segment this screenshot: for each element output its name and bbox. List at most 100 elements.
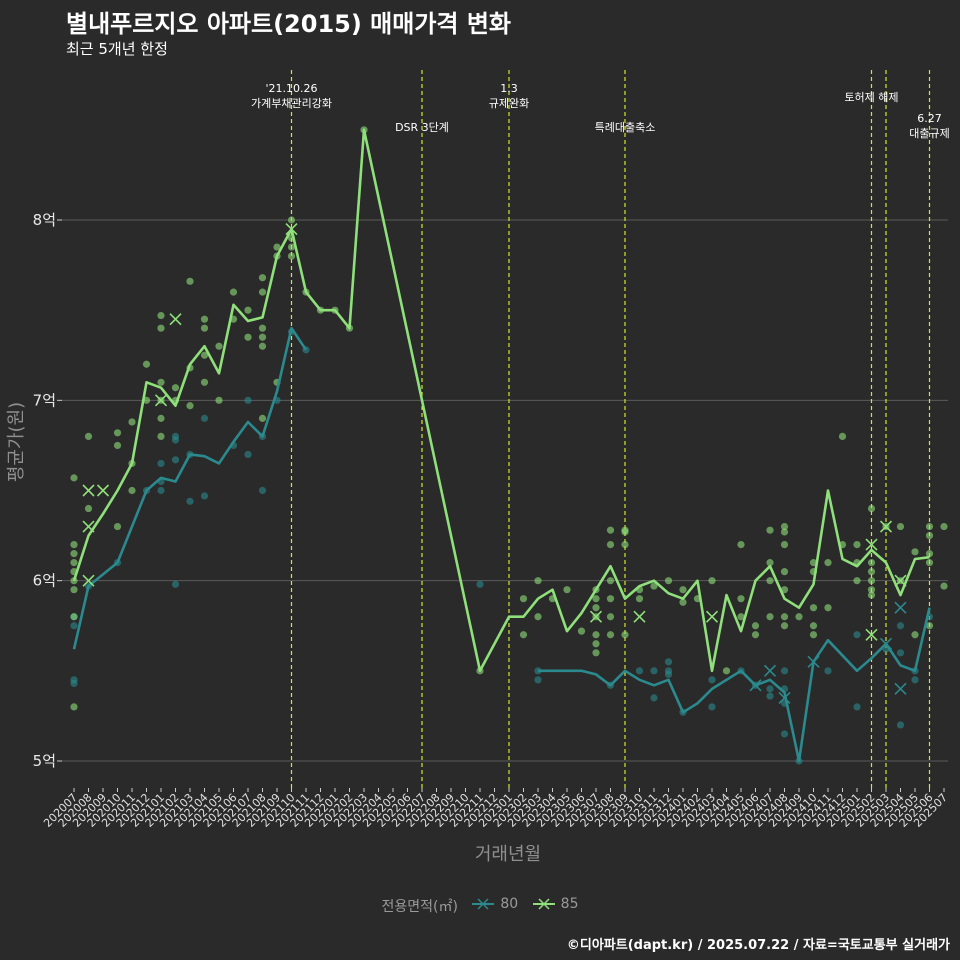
series-80-x-stroke bbox=[807, 655, 820, 668]
policy-label: 대출규제 bbox=[909, 127, 949, 140]
series-85-x-stroke bbox=[865, 538, 878, 551]
series-85-line bbox=[72, 128, 930, 673]
series-80-point bbox=[780, 667, 789, 675]
series-80-x-mark bbox=[879, 637, 893, 650]
series-85-point bbox=[838, 432, 847, 440]
series-85-point bbox=[258, 414, 267, 422]
series-85-point bbox=[896, 522, 905, 531]
average-lines bbox=[72, 128, 931, 763]
series-85-x-mark bbox=[879, 520, 893, 533]
series-85-x-mark bbox=[96, 484, 110, 497]
series-80-point bbox=[853, 631, 861, 639]
series-80-point bbox=[650, 667, 658, 675]
series-85-x-stroke bbox=[285, 222, 298, 236]
series-85-point bbox=[157, 378, 165, 386]
series-85-point bbox=[606, 613, 615, 621]
series-85-point bbox=[679, 598, 687, 606]
series-85-point bbox=[925, 531, 934, 540]
series-85-point bbox=[258, 274, 267, 282]
series-85-point bbox=[911, 631, 919, 639]
x-axis-title: 거래년월 bbox=[475, 844, 541, 865]
series-85-point bbox=[70, 703, 78, 711]
gridlines bbox=[62, 219, 948, 762]
series-85-x-stroke bbox=[169, 313, 182, 326]
series-85-point bbox=[606, 526, 615, 534]
series-85-point bbox=[925, 550, 934, 558]
y-tick-label: 7억 bbox=[33, 391, 56, 409]
series-85-point bbox=[113, 522, 122, 531]
policy-label: DSR 3단계 bbox=[395, 121, 449, 134]
series-85-point bbox=[519, 631, 528, 639]
series-85-point bbox=[853, 577, 861, 585]
series-85-x-mark bbox=[865, 538, 878, 551]
series-80-x-mark bbox=[763, 664, 777, 677]
series-85-point bbox=[867, 586, 876, 594]
series-80-point bbox=[534, 676, 542, 684]
series-80-point bbox=[780, 730, 789, 738]
transaction-points bbox=[70, 126, 948, 765]
y-axis-title: 평균가(원) bbox=[6, 402, 27, 482]
series-80-point bbox=[664, 658, 673, 666]
series-85-point bbox=[577, 627, 586, 635]
series-85-x-mark bbox=[82, 574, 95, 587]
series-85-point bbox=[229, 288, 238, 296]
series-85-point bbox=[70, 559, 78, 567]
series-85-point bbox=[867, 591, 876, 599]
series-85-point bbox=[563, 586, 571, 594]
chart-title: 별내푸르지오 아파트(2015) 매매가격 변화 bbox=[66, 10, 511, 38]
y-tick-label: 5억 bbox=[33, 752, 56, 770]
series-85-point bbox=[867, 568, 876, 576]
series-80-x-mark bbox=[894, 601, 907, 614]
series-85-point bbox=[273, 243, 281, 251]
series-85-point bbox=[215, 396, 223, 404]
y-axis: 5억 6억 7억 8억 bbox=[33, 211, 62, 770]
series-85-point bbox=[853, 541, 861, 549]
series-85-point bbox=[925, 559, 934, 567]
series-85-point bbox=[186, 277, 194, 285]
series-85-point bbox=[766, 559, 774, 567]
series-85-x-stroke bbox=[705, 610, 719, 623]
series-85-point bbox=[142, 360, 151, 368]
series-85-point bbox=[258, 288, 267, 296]
legend-item-85: 85 bbox=[532, 896, 579, 912]
series-85-x-mark bbox=[633, 610, 646, 623]
legend-item-80: 80 bbox=[472, 896, 518, 912]
series-80-point bbox=[476, 580, 484, 588]
series-85-point bbox=[113, 429, 122, 437]
series-85-x-stroke bbox=[82, 484, 95, 497]
policy-lines bbox=[290, 70, 931, 788]
series-85-point bbox=[940, 582, 948, 590]
series-85-x-mark bbox=[154, 394, 168, 407]
series-80-point bbox=[708, 703, 716, 711]
series-85-point bbox=[737, 541, 745, 549]
series-85-point bbox=[128, 418, 136, 426]
series-85-point bbox=[780, 622, 789, 630]
series-80-x-stroke bbox=[894, 601, 907, 614]
series-85-point bbox=[780, 613, 789, 621]
series-85-x-stroke bbox=[589, 610, 603, 623]
series-85-x-stroke bbox=[96, 484, 110, 497]
series-80-point bbox=[200, 492, 209, 500]
legend-label-85: 85 bbox=[560, 896, 579, 912]
chart-subtitle: 최근 5개년 한정 bbox=[66, 40, 168, 58]
series-85-point bbox=[244, 333, 252, 341]
series-85-point bbox=[606, 541, 615, 549]
series-85-point bbox=[867, 559, 876, 567]
series-80-point bbox=[186, 497, 194, 505]
series-85-point bbox=[911, 548, 919, 556]
series-85-point bbox=[157, 311, 165, 320]
series-80-point bbox=[896, 622, 905, 630]
series-85-point bbox=[287, 252, 296, 260]
series-80-point bbox=[70, 622, 78, 630]
series-85-x-mark bbox=[285, 222, 298, 236]
series-85-point bbox=[592, 631, 600, 639]
series-85-point bbox=[70, 541, 78, 549]
series-80-x-stroke bbox=[763, 664, 777, 677]
series-85-point bbox=[621, 541, 629, 549]
policy-label: 6.27 bbox=[917, 112, 942, 125]
source-caption: ©디아파트(dapt.kr) / 2025.07.22 / 자료=국토교통부 실… bbox=[566, 938, 950, 953]
policy-label: 특례대출축소 bbox=[595, 121, 656, 134]
series-85-point bbox=[70, 586, 78, 594]
